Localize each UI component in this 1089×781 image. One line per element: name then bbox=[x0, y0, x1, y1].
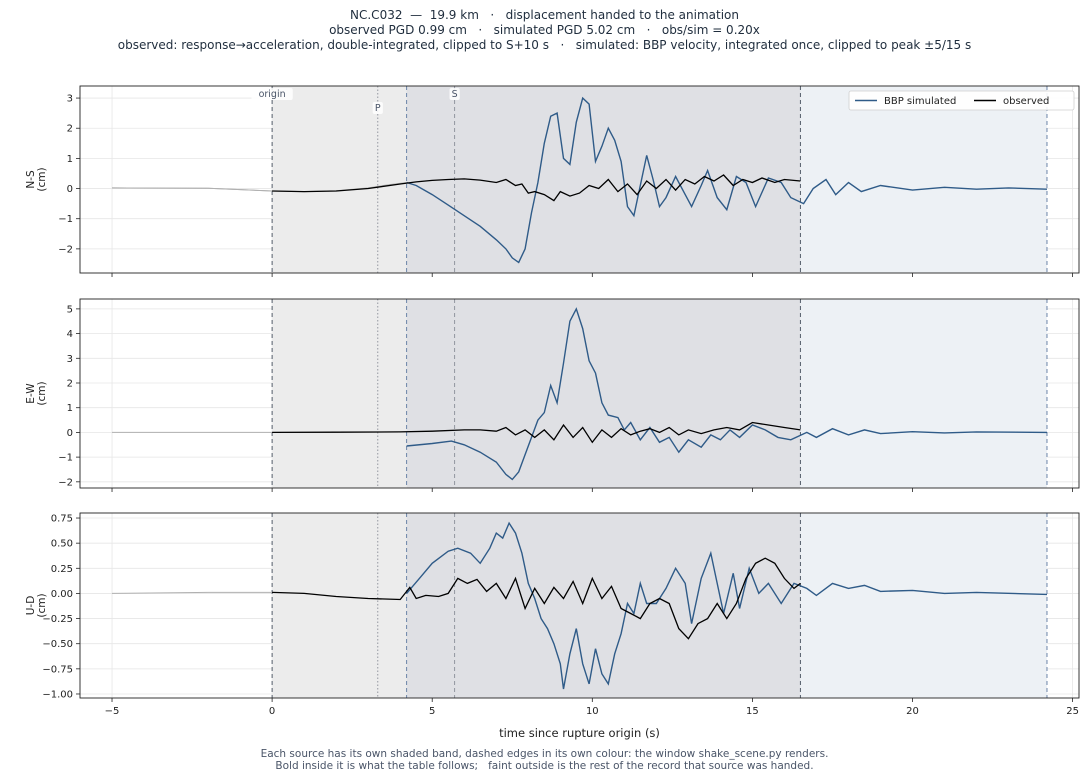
y-tick-label: 0.00 bbox=[51, 589, 73, 600]
y-tick-label: −0.25 bbox=[42, 614, 73, 625]
y-tick-label: −1.00 bbox=[42, 689, 73, 700]
y-tick-label: 0.75 bbox=[51, 514, 73, 525]
y-axis-label: N-S(cm) bbox=[25, 167, 48, 191]
panel-e-w: −2 −1 0 1 2 3 4 5 E-W(cm) bbox=[25, 298, 1080, 492]
y-axis-label: U-D(cm) bbox=[25, 593, 48, 617]
legend-simulated-label: BBP simulated bbox=[884, 96, 956, 107]
chart-footer: Each source has its own shaded band, das… bbox=[0, 748, 1089, 772]
simulated-window-band bbox=[800, 86, 1047, 273]
y-tick-label: 2 bbox=[67, 124, 73, 135]
marker-label-bg bbox=[449, 88, 460, 100]
x-tick-label: 10 bbox=[586, 706, 599, 717]
panel-u-d: −1.00 −0.75 −0.50 −0.25 0.00 0.25 0.50 0.75 −5 0 5… bbox=[25, 512, 1080, 717]
x-tick-label: 20 bbox=[906, 706, 919, 717]
title-line-3: observed: response→acceleration, double-… bbox=[117, 38, 972, 52]
overlap-window-band bbox=[406, 513, 801, 698]
overlap-window-band bbox=[406, 299, 801, 488]
panel-frame bbox=[79, 85, 1080, 274]
observed-window-band bbox=[272, 86, 407, 273]
x-tick-label: 5 bbox=[429, 706, 435, 717]
y-tick-label: 1 bbox=[67, 154, 73, 165]
simulated-window-band bbox=[800, 513, 1047, 698]
x-tick-label: 25 bbox=[1066, 706, 1079, 717]
observed-trace bbox=[272, 557, 801, 640]
y-tick-label: 4 bbox=[67, 329, 73, 340]
y-tick-label: 2 bbox=[67, 379, 73, 390]
y-tick-label: 0.25 bbox=[51, 564, 73, 575]
y-tick-label: 5 bbox=[67, 304, 73, 315]
y-tick-label: −1 bbox=[58, 453, 73, 464]
legend-box bbox=[848, 90, 1075, 111]
x-tick-label: 0 bbox=[269, 706, 275, 717]
simulated-trace bbox=[406, 307, 1048, 481]
observed-trace bbox=[272, 421, 801, 444]
marker-p-label: P bbox=[375, 103, 381, 114]
footer-line-2: Bold inside it is what the table follows… bbox=[275, 760, 814, 772]
y-tick-label: −0.50 bbox=[42, 639, 73, 650]
y-tick-label: −2 bbox=[58, 477, 73, 488]
legend: BBP simulated observed bbox=[848, 90, 1075, 111]
traces bbox=[111, 521, 1048, 690]
title-line-2: observed PGD 0.99 cm · simulated PGD 5.0… bbox=[329, 23, 760, 37]
footer-line-1: Each source has its own shaded band, das… bbox=[260, 748, 829, 760]
y-tick-label: −2 bbox=[58, 244, 73, 255]
y-tick-label: 3 bbox=[67, 354, 73, 365]
marker-origin-label: origin bbox=[259, 89, 286, 100]
marker-label-bg bbox=[251, 88, 293, 100]
y-tick-label: −0.75 bbox=[42, 664, 73, 675]
y-axis-label: E-W(cm) bbox=[25, 381, 48, 405]
observed-trace-faint bbox=[111, 591, 273, 594]
x-axis-label: time since rupture origin (s) bbox=[499, 726, 660, 740]
panel-frame bbox=[79, 298, 1080, 489]
marker-s-label: S bbox=[452, 89, 458, 100]
observed-trace bbox=[272, 174, 801, 202]
title-line-1: NC.C032 — 19.9 km · displacement handed … bbox=[350, 8, 739, 22]
marker-label-bg bbox=[372, 102, 383, 114]
y-tick-label: 3 bbox=[67, 94, 73, 105]
observed-window-band bbox=[272, 513, 407, 698]
legend-observed-label: observed bbox=[1003, 96, 1049, 107]
traces bbox=[112, 307, 1048, 481]
simulated-window-band bbox=[800, 299, 1047, 488]
simulated-trace bbox=[406, 96, 1048, 264]
y-tick-label: 1 bbox=[67, 403, 73, 414]
y-tick-label: 0 bbox=[67, 184, 73, 195]
x-tick-label: 15 bbox=[746, 706, 759, 717]
y-tick-label: −1 bbox=[58, 214, 73, 225]
observed-trace-faint bbox=[111, 187, 273, 192]
chart-header: NC.C032 — 19.9 km · displacement handed … bbox=[0, 8, 1089, 53]
panel-n-s: −2 −1 0 1 2 3 N-S(cm) origin P S BBP simulated obse… bbox=[25, 85, 1080, 277]
panel-frame bbox=[79, 512, 1080, 699]
traces bbox=[111, 96, 1048, 264]
y-tick-label: 0.50 bbox=[51, 539, 73, 550]
x-tick-label: −5 bbox=[105, 706, 120, 717]
y-tick-label: 0 bbox=[67, 428, 73, 439]
observed-window-band bbox=[272, 299, 407, 488]
